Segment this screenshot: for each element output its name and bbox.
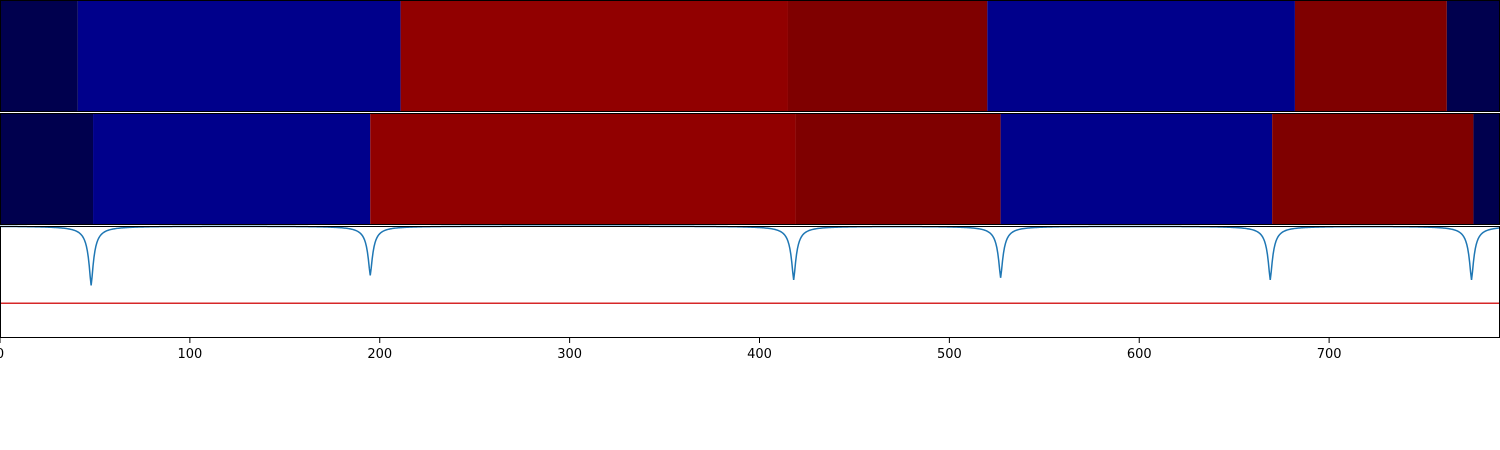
top-strip-segment-3 (787, 0, 988, 112)
middle-strip-segment-2 (370, 113, 796, 225)
middle-strip-segment-0 (0, 113, 94, 225)
middle-strip-segment-3 (795, 113, 1001, 225)
top-strip-segment-4 (987, 0, 1295, 112)
top-strip-segment-2 (400, 0, 788, 112)
x-tick-label: 600 (1127, 347, 1152, 362)
x-axis: 0 100 200 300 400 500 600 700 (0, 338, 1342, 362)
middle-strip-segment-5 (1272, 113, 1474, 225)
top-strip-segment-1 (77, 0, 401, 112)
top-strip-segment-6 (1446, 0, 1500, 112)
x-tick-label: 100 (177, 347, 202, 362)
top-strip-heatmap (0, 0, 1500, 112)
x-tick-label: 700 (1317, 347, 1342, 362)
top-strip-segment-5 (1294, 0, 1447, 112)
x-tick-label: 0 (0, 347, 4, 362)
middle-strip-segment-6 (1473, 113, 1500, 225)
bottom-panel-background (0, 226, 1500, 338)
middle-strip-heatmap (0, 113, 1500, 225)
bottom-line-panel (0, 225, 1500, 338)
middle-strip-segment-1 (93, 113, 371, 225)
top-strip-segment-0 (0, 0, 78, 112)
x-tick-label: 400 (747, 347, 772, 362)
x-tick-label: 300 (557, 347, 582, 362)
middle-strip-segment-4 (1000, 113, 1273, 225)
x-tick-label: 500 (937, 347, 962, 362)
x-tick-label: 200 (367, 347, 392, 362)
